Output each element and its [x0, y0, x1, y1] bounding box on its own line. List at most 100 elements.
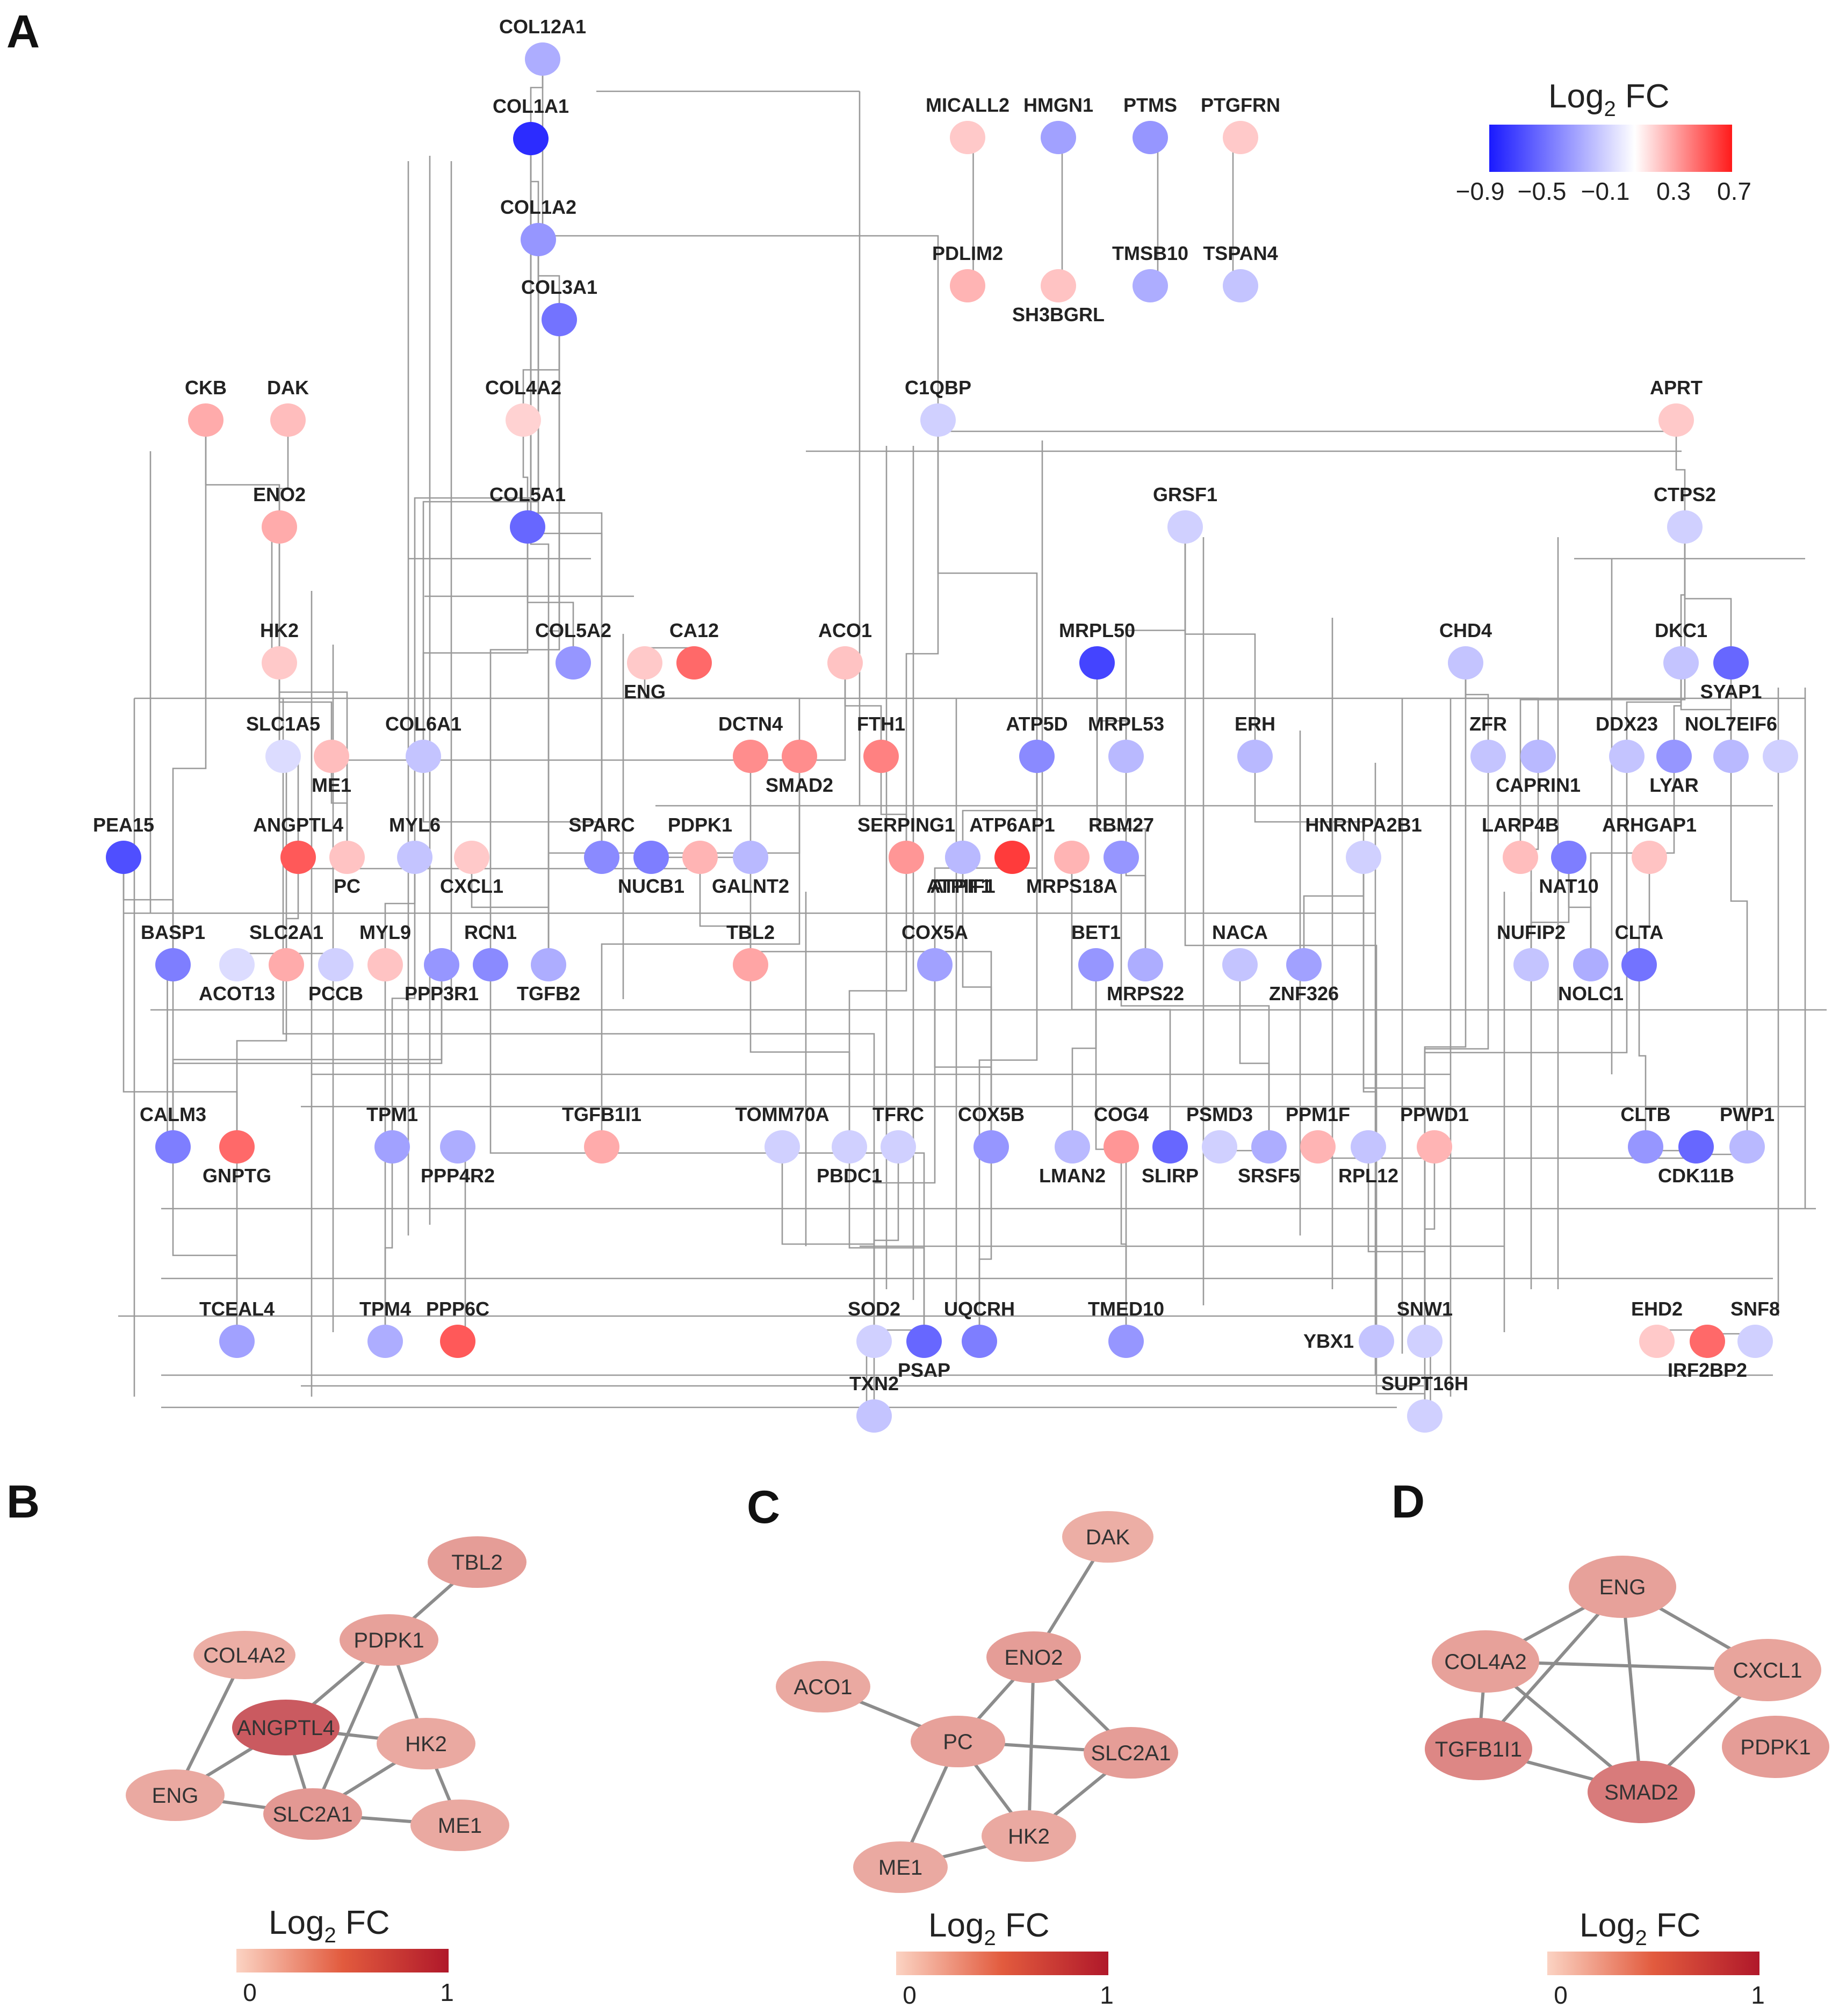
network-a-node[interactable]: [1055, 1130, 1090, 1164]
network-a-node[interactable]: [367, 948, 403, 981]
network-a-node[interactable]: [265, 740, 301, 773]
network-a-node[interactable]: [627, 646, 662, 680]
network-a-node[interactable]: [782, 740, 817, 773]
network-a-node[interactable]: [856, 1325, 892, 1358]
network-a-node[interactable]: [1223, 121, 1258, 154]
network-a-node[interactable]: [1667, 510, 1703, 544]
network-a-node[interactable]: [1713, 646, 1749, 680]
network-a-node[interactable]: [994, 841, 1030, 874]
network-a-node[interactable]: [1104, 841, 1139, 874]
network-a-node[interactable]: [863, 740, 899, 773]
network-a-node[interactable]: [1286, 948, 1322, 981]
network-a-node[interactable]: [945, 841, 980, 874]
network-a-node[interactable]: [506, 403, 541, 437]
network-a-node[interactable]: [1104, 1130, 1139, 1164]
network-a-node[interactable]: [856, 1399, 892, 1433]
network-a-node[interactable]: [1690, 1325, 1725, 1358]
network-a-node[interactable]: [1656, 740, 1692, 773]
network-a-node[interactable]: [1621, 948, 1657, 981]
network-a-node[interactable]: [406, 740, 441, 773]
network-a-node[interactable]: [1407, 1325, 1443, 1358]
panel-b-node[interactable]: [263, 1788, 362, 1840]
network-a-node[interactable]: [314, 740, 349, 773]
panel-c-node[interactable]: [1084, 1727, 1178, 1779]
network-a-node[interactable]: [1300, 1130, 1336, 1164]
network-a-node[interactable]: [262, 646, 297, 680]
network-a-node[interactable]: [513, 122, 549, 155]
network-a-node[interactable]: [1108, 740, 1144, 773]
network-a-node[interactable]: [329, 841, 365, 874]
network-a-node[interactable]: [584, 841, 619, 874]
network-a-node[interactable]: [374, 1130, 410, 1164]
network-a-node[interactable]: [733, 740, 768, 773]
network-a-node[interactable]: [733, 841, 768, 874]
network-a-node[interactable]: [1041, 121, 1076, 154]
network-a-node[interactable]: [906, 1325, 942, 1358]
panel-b-node[interactable]: [377, 1718, 475, 1769]
network-a-node[interactable]: [1079, 646, 1115, 680]
network-a-node[interactable]: [270, 403, 306, 437]
panel-c-node[interactable]: [853, 1841, 948, 1893]
network-a-node[interactable]: [1019, 740, 1055, 773]
network-a-node[interactable]: [584, 1130, 619, 1164]
network-a-node[interactable]: [318, 948, 354, 981]
network-a-node[interactable]: [881, 1130, 916, 1164]
network-a-node[interactable]: [440, 1130, 475, 1164]
network-a-node[interactable]: [219, 948, 255, 981]
network-a-node[interactable]: [1520, 740, 1556, 773]
network-a-node[interactable]: [1237, 740, 1273, 773]
network-a-node[interactable]: [188, 403, 223, 437]
network-a-node[interactable]: [1737, 1325, 1773, 1358]
network-a-node[interactable]: [950, 269, 985, 302]
network-a-node[interactable]: [973, 1130, 1009, 1164]
panel-c-node[interactable]: [911, 1716, 1005, 1767]
panel-b-node[interactable]: [428, 1536, 527, 1588]
network-a-node[interactable]: [962, 1325, 997, 1358]
network-a-node[interactable]: [1054, 841, 1090, 874]
network-a-node[interactable]: [1551, 841, 1586, 874]
network-a-node[interactable]: [1041, 269, 1076, 302]
network-a-node[interactable]: [531, 948, 566, 981]
network-a-node[interactable]: [920, 403, 956, 437]
network-a-node[interactable]: [106, 841, 141, 874]
panel-d-node[interactable]: [1722, 1716, 1829, 1778]
panel-b-node[interactable]: [126, 1769, 225, 1821]
network-a-node[interactable]: [1407, 1399, 1443, 1433]
panel-c-node[interactable]: [776, 1661, 870, 1712]
network-a-node[interactable]: [280, 841, 316, 874]
network-a-node[interactable]: [556, 646, 591, 680]
network-a-node[interactable]: [1133, 269, 1168, 302]
network-a-node[interactable]: [1222, 948, 1258, 981]
network-a-node[interactable]: [1351, 1130, 1386, 1164]
network-a-node[interactable]: [1503, 841, 1538, 874]
network-a-node[interactable]: [1729, 1130, 1765, 1164]
network-a-node[interactable]: [1128, 948, 1163, 981]
network-a-node[interactable]: [521, 223, 556, 256]
network-a-node[interactable]: [424, 948, 459, 981]
network-a-node[interactable]: [832, 1130, 867, 1164]
network-a-node[interactable]: [1763, 740, 1798, 773]
panel-b-node[interactable]: [340, 1614, 438, 1666]
network-a-node[interactable]: [1573, 948, 1609, 981]
network-a-node[interactable]: [1663, 646, 1699, 680]
network-a-node[interactable]: [1223, 269, 1258, 302]
panel-b-node[interactable]: [232, 1700, 340, 1755]
network-a-node[interactable]: [1167, 510, 1203, 544]
network-a-node[interactable]: [440, 1325, 475, 1358]
network-a-node[interactable]: [367, 1325, 403, 1358]
network-a-node[interactable]: [827, 646, 863, 680]
network-a-node[interactable]: [525, 42, 560, 76]
network-a-node[interactable]: [473, 948, 508, 981]
network-a-node[interactable]: [1417, 1130, 1452, 1164]
network-a-node[interactable]: [262, 510, 297, 544]
panel-d-node[interactable]: [1425, 1718, 1532, 1780]
network-a-node[interactable]: [917, 948, 953, 981]
network-a-node[interactable]: [1108, 1325, 1144, 1358]
network-a-node[interactable]: [633, 841, 669, 874]
network-a-node[interactable]: [510, 510, 545, 544]
panel-b-node[interactable]: [410, 1800, 509, 1851]
network-a-node[interactable]: [733, 948, 768, 981]
panel-d-node[interactable]: [1714, 1639, 1821, 1701]
network-a-node[interactable]: [889, 841, 924, 874]
panel-d-node[interactable]: [1569, 1556, 1676, 1618]
